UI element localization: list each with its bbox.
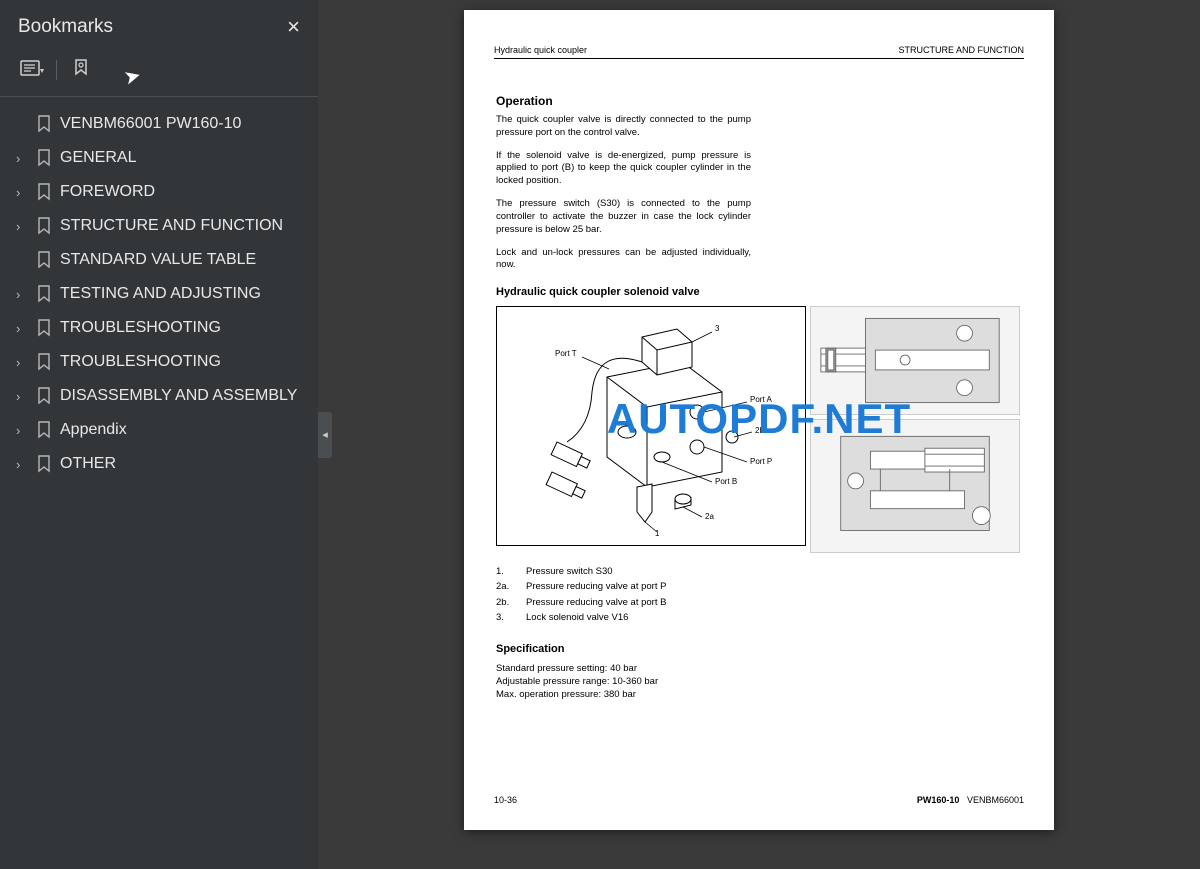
- spec-block: Standard pressure setting: 40 bar Adjust…: [496, 663, 1022, 701]
- bookmark-item[interactable]: › TESTING AND ADJUSTING: [0, 277, 318, 311]
- diagram-main: Port T 3 Port A 2b Port P Port B 2a 1: [496, 306, 806, 546]
- outline-view-icon[interactable]: [18, 58, 46, 82]
- diagram-row: Port T 3 Port A 2b Port P Port B 2a 1: [496, 306, 1022, 546]
- sidebar-header: Bookmarks ×: [0, 0, 318, 50]
- bookmark-label: TESTING AND ADJUSTING: [60, 285, 306, 303]
- bookmark-label: OTHER: [60, 455, 306, 473]
- legend-item: 3.Lock solenoid valve V16: [496, 610, 1022, 625]
- sidebar-collapse-handle[interactable]: ◂: [318, 412, 332, 458]
- bookmark-icon: [36, 353, 52, 371]
- paragraph: The pressure switch (S30) is connected t…: [496, 198, 751, 236]
- bookmark-list: › VENBM66001 PW160-10 › GENERAL › FOREWO…: [0, 97, 318, 869]
- bookmark-item[interactable]: › TROUBLESHOOTING: [0, 345, 318, 379]
- section-title: Operation: [496, 94, 1022, 108]
- diagram-label: 2a: [705, 512, 714, 521]
- chevron-icon[interactable]: ›: [16, 321, 28, 336]
- header-left: Hydraulic quick coupler: [494, 45, 587, 55]
- bookmark-label: TROUBLESHOOTING: [60, 319, 306, 337]
- page-header: Hydraulic quick coupler STRUCTURE AND FU…: [494, 45, 1024, 59]
- page-body: Operation The quick coupler valve is dir…: [494, 94, 1024, 701]
- bookmark-icon: [36, 217, 52, 235]
- footer-page-number: 10-36: [494, 795, 517, 805]
- paragraph: If the solenoid valve is de-energized, p…: [496, 150, 751, 188]
- bookmark-ribbon-icon[interactable]: [67, 58, 95, 82]
- spec-line: Standard pressure setting: 40 bar: [496, 663, 1022, 676]
- bookmark-icon: [36, 421, 52, 439]
- bookmark-item[interactable]: › DISASSEMBLY AND ASSEMBLY: [0, 379, 318, 413]
- pdf-page: Hydraulic quick coupler STRUCTURE AND FU…: [464, 10, 1054, 830]
- paragraph: Lock and un-lock pressures can be adjust…: [496, 247, 751, 273]
- bookmark-item[interactable]: › OTHER: [0, 447, 318, 481]
- bookmark-label: TROUBLESHOOTING: [60, 353, 306, 371]
- bookmark-icon: [36, 183, 52, 201]
- diagram-label: Port T: [555, 349, 577, 358]
- legend-item: 2b.Pressure reducing valve at port B: [496, 595, 1022, 610]
- footer-right: PW160-10 VENBM66001: [917, 795, 1024, 805]
- legend-item: 2a.Pressure reducing valve at port P: [496, 579, 1022, 594]
- bookmark-label: DISASSEMBLY AND ASSEMBLY: [60, 387, 306, 405]
- page-footer: 10-36 PW160-10 VENBM66001: [494, 795, 1024, 805]
- diagram-label: Port B: [715, 477, 737, 486]
- diagram-label: Port A: [750, 395, 772, 404]
- sub-title: Hydraulic quick coupler solenoid valve: [496, 286, 1022, 298]
- diagram-label: Port P: [750, 457, 772, 466]
- diagram-section-top: [810, 306, 1020, 415]
- bookmark-icon: [36, 115, 52, 133]
- bookmark-label: STANDARD VALUE TABLE: [60, 251, 306, 269]
- bookmark-item[interactable]: › VENBM66001 PW160-10: [0, 107, 318, 141]
- bookmark-icon: [36, 149, 52, 167]
- chevron-icon[interactable]: ›: [16, 389, 28, 404]
- spec-line: Max. operation pressure: 380 bar: [496, 689, 1022, 702]
- diagram-label: 2b: [755, 426, 764, 435]
- bookmark-label: GENERAL: [60, 149, 306, 167]
- sidebar-title: Bookmarks: [18, 16, 113, 38]
- paragraph: The quick coupler valve is directly conn…: [496, 114, 751, 140]
- header-right: STRUCTURE AND FUNCTION: [899, 45, 1025, 55]
- chevron-icon[interactable]: ›: [16, 151, 28, 166]
- legend-list: 1.Pressure switch S30 2a.Pressure reduci…: [496, 564, 1022, 625]
- chevron-icon[interactable]: ›: [16, 219, 28, 234]
- diagram-label: 3: [715, 324, 719, 333]
- chevron-icon[interactable]: ›: [16, 423, 28, 438]
- diagram-side: [810, 306, 1020, 546]
- bookmarks-sidebar: Bookmarks × › VENBM66001 PW160-10 › GENE…: [0, 0, 318, 869]
- legend-item: 1.Pressure switch S30: [496, 564, 1022, 579]
- bookmark-item[interactable]: › STRUCTURE AND FUNCTION: [0, 209, 318, 243]
- chevron-icon[interactable]: ›: [16, 355, 28, 370]
- chevron-icon[interactable]: ›: [16, 287, 28, 302]
- bookmark-label: VENBM66001 PW160-10: [60, 115, 306, 133]
- bookmark-label: STRUCTURE AND FUNCTION: [60, 217, 306, 235]
- bookmark-item[interactable]: › STANDARD VALUE TABLE: [0, 243, 318, 277]
- bookmark-item[interactable]: › GENERAL: [0, 141, 318, 175]
- bookmark-label: FOREWORD: [60, 183, 306, 201]
- chevron-icon[interactable]: ›: [16, 457, 28, 472]
- bookmark-item[interactable]: › TROUBLESHOOTING: [0, 311, 318, 345]
- spec-title: Specification: [496, 643, 1022, 655]
- bookmark-icon: [36, 285, 52, 303]
- bookmark-label: Appendix: [60, 421, 306, 439]
- close-icon[interactable]: ×: [287, 14, 300, 40]
- sidebar-toolbar: [0, 50, 318, 97]
- diagram-label: 1: [655, 529, 659, 538]
- diagram-section-bottom: [810, 419, 1020, 553]
- chevron-icon[interactable]: ›: [16, 185, 28, 200]
- toolbar-separator: [56, 60, 57, 80]
- bookmark-icon: [36, 319, 52, 337]
- document-viewer[interactable]: ◂ Hydraulic quick coupler STRUCTURE AND …: [318, 0, 1200, 869]
- bookmark-item[interactable]: › FOREWORD: [0, 175, 318, 209]
- bookmark-item[interactable]: › Appendix: [0, 413, 318, 447]
- bookmark-icon: [36, 251, 52, 269]
- spec-line: Adjustable pressure range: 10-360 bar: [496, 676, 1022, 689]
- bookmark-icon: [36, 455, 52, 473]
- bookmark-icon: [36, 387, 52, 405]
